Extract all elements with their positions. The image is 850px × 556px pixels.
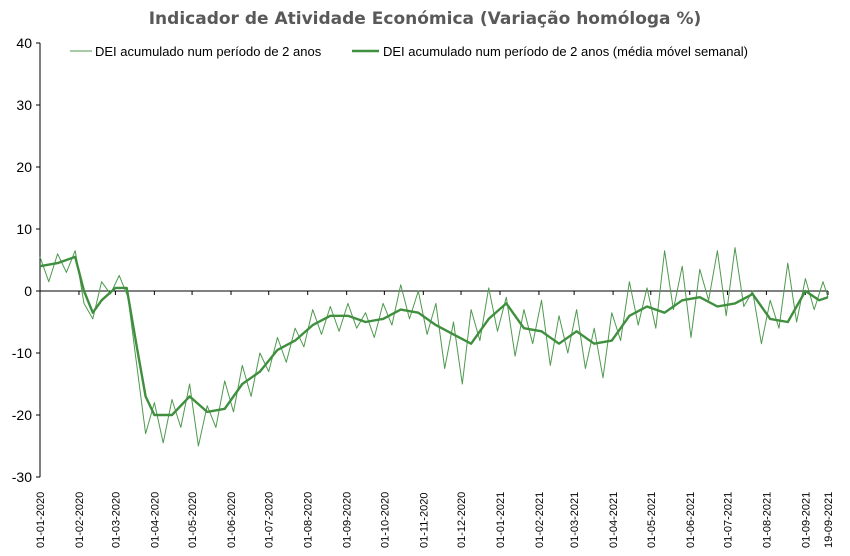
x-tick-label: 01-06-2021 [685, 492, 697, 548]
x-tick-label: 01-03-2021 [569, 492, 581, 548]
x-tick-label: 01-07-2021 [722, 492, 734, 548]
x-tick-label: 01-01-2020 [35, 492, 47, 548]
x-tick-label: 01-06-2020 [226, 492, 238, 548]
x-tick-label: 01-05-2020 [187, 492, 199, 548]
x-tick-label: 01-08-2020 [303, 492, 315, 548]
x-tick-label: 01-11-2020 [418, 493, 430, 548]
x-tick-label: 01-09-2021 [800, 492, 812, 548]
x-tick-label: 01-01-2021 [495, 492, 507, 548]
x-tick-label: 19-09-2021 [823, 492, 835, 548]
series-lines [39, 247, 829, 447]
x-tick-label: 01-02-2020 [74, 492, 86, 548]
series-line-1 [39, 247, 829, 447]
series-line-2 [39, 255, 829, 417]
x-tick-label: 01-07-2020 [264, 492, 276, 548]
chart-title: Indicador de Atividade Económica (Variaç… [149, 9, 702, 29]
x-tick-label: 01-04-2020 [149, 492, 161, 548]
y-tick-label: 10 [16, 221, 32, 237]
legend-label-series-1: DEI acumulado num período de 2 anos [95, 44, 322, 59]
x-axis-ticks: 01-01-2020 01-02-2020 01-03-2020 01-04-2020… [35, 291, 835, 548]
y-tick-label: -10 [12, 345, 32, 361]
y-axis-ticks: -30 -20 -10 0 10 20 30 40 [12, 35, 40, 485]
legend-label-series-2: DEI acumulado num período de 2 anos (méd… [383, 44, 748, 59]
x-tick-label: 01-05-2021 [646, 492, 658, 548]
x-tick-label: 01-08-2021 [761, 492, 773, 548]
y-tick-label: 30 [16, 97, 32, 113]
x-tick-label: 01-10-2020 [379, 492, 391, 548]
y-tick-label: 40 [16, 35, 32, 51]
y-tick-label: 0 [24, 283, 32, 299]
x-tick-label: 01-04-2021 [608, 492, 620, 548]
x-tick-label: 01-03-2020 [110, 492, 122, 548]
x-tick-label: 01-12-2020 [456, 492, 468, 548]
legend: DEI acumulado num período de 2 anos DEI … [70, 44, 748, 59]
y-tick-label: -20 [12, 407, 32, 423]
y-tick-label: -30 [12, 469, 32, 485]
x-tick-label: 01-02-2021 [534, 492, 546, 548]
axes [39, 43, 828, 477]
x-tick-label: 01-09-2020 [342, 492, 354, 548]
y-tick-label: 20 [16, 159, 32, 175]
